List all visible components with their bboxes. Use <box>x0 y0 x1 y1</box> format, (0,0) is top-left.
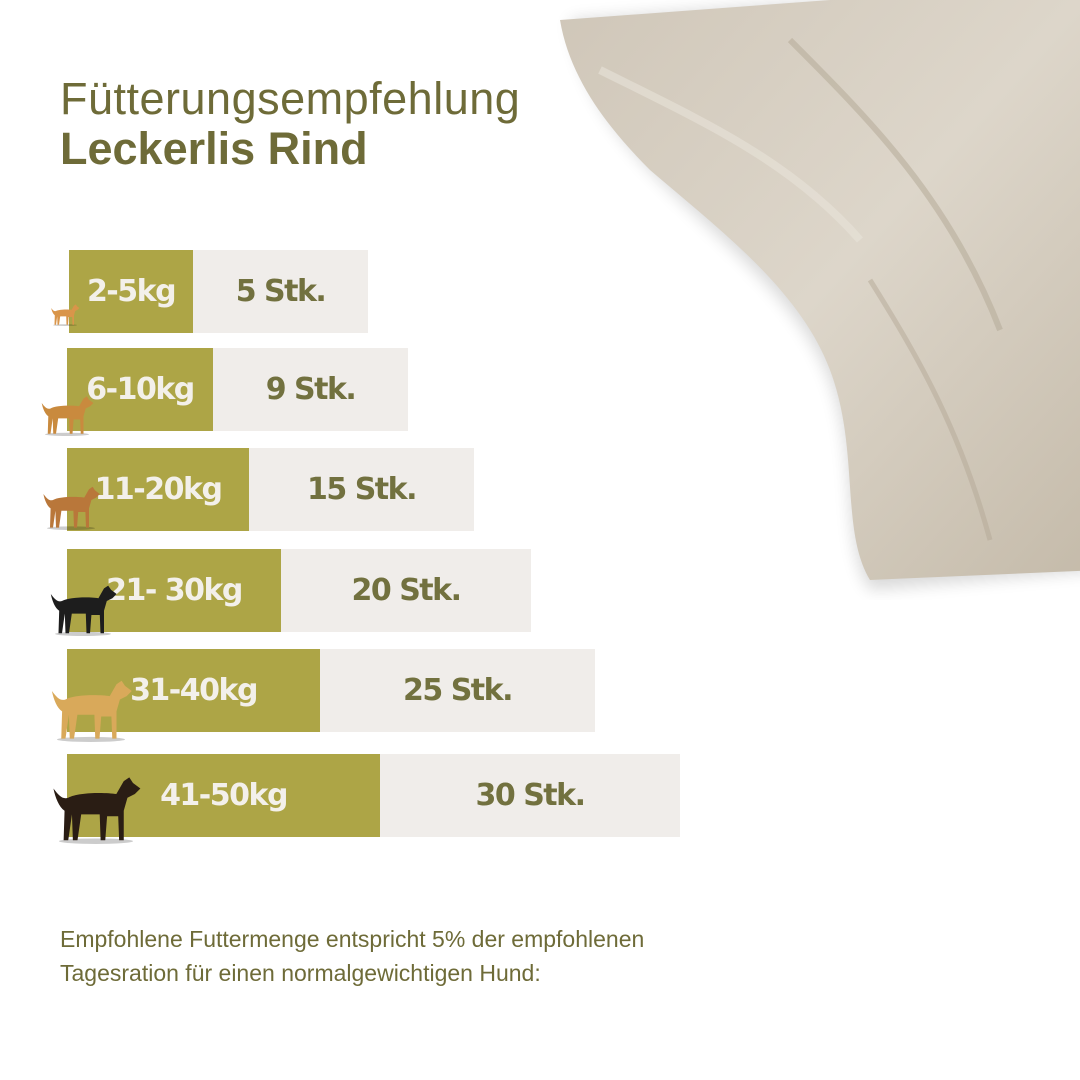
page-title: Fütterungsempfehlung Leckerlis Rind <box>60 74 520 174</box>
rottweiler-icon <box>53 777 141 844</box>
footnote: Empfohlene Futtermenge entspricht 5% der… <box>60 926 645 986</box>
small-mixed-dog-icon <box>41 396 94 436</box>
border-collie-icon <box>50 585 117 636</box>
title-line-1: Fütterungsempfehlung <box>60 73 521 124</box>
labrador-icon <box>51 680 132 742</box>
title-line-2: Leckerlis Rind <box>60 123 368 174</box>
bar-row: 21- 30kg 20 Stk. <box>67 549 531 632</box>
weight-bar: 31-40kg <box>67 649 320 732</box>
bar-row: 6-10kg 9 Stk. <box>67 348 408 431</box>
weight-bar: 2-5kg <box>69 250 193 333</box>
amount-bar: 9 Stk. <box>213 348 408 431</box>
weight-bar: 11-20kg <box>67 448 249 531</box>
amount-bar: 15 Stk. <box>249 448 474 531</box>
bar-row: 41-50kg 30 Stk. <box>67 754 680 837</box>
beagle-icon <box>43 486 100 530</box>
weight-bar: 6-10kg <box>67 348 213 431</box>
bar-row: 2-5kg 5 Stk. <box>69 250 368 333</box>
bar-row: 31-40kg 25 Stk. <box>67 649 595 732</box>
amount-bar: 25 Stk. <box>320 649 595 732</box>
bar-row: 11-20kg 15 Stk. <box>67 448 474 531</box>
chihuahua-icon <box>51 304 80 326</box>
amount-bar: 5 Stk. <box>193 250 368 333</box>
amount-bar: 30 Stk. <box>380 754 680 837</box>
linen-cloth-image <box>560 0 1080 590</box>
amount-bar: 20 Stk. <box>281 549 531 632</box>
